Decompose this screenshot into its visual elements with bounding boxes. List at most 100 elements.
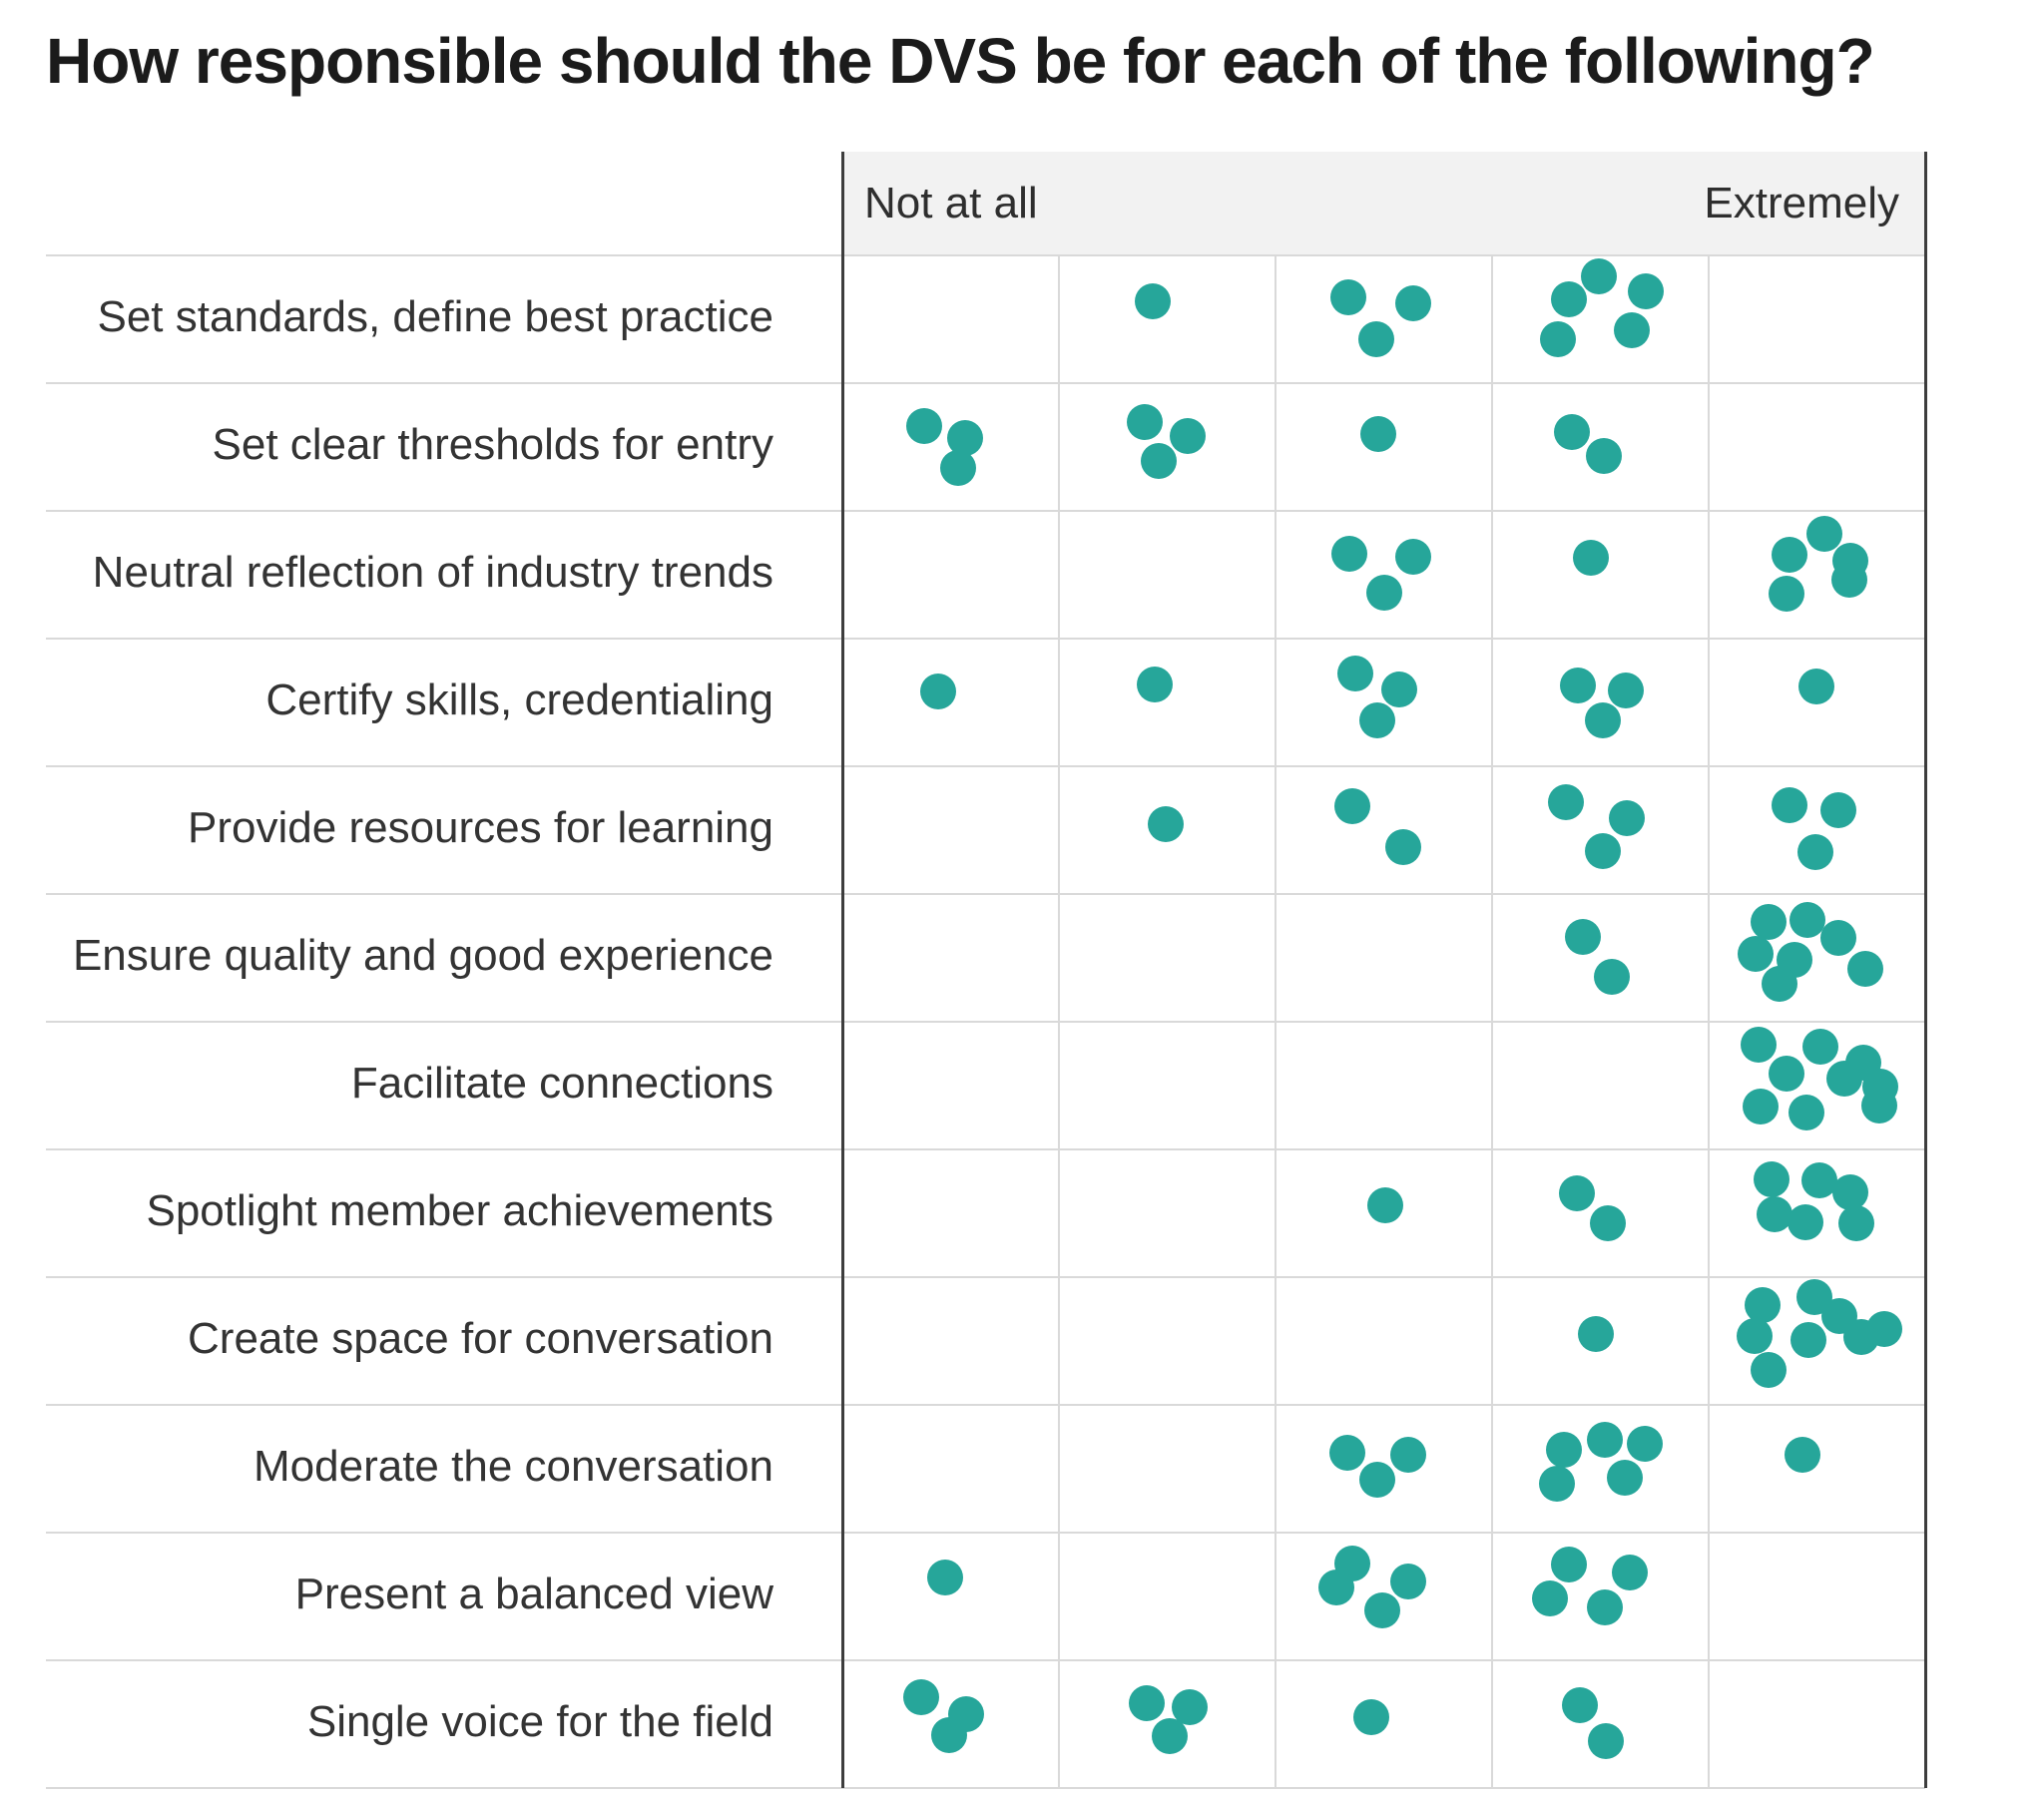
response-dot bbox=[1837, 1205, 1874, 1241]
row-label: Create space for conversation bbox=[188, 1314, 773, 1363]
response-dot bbox=[1784, 1437, 1820, 1473]
response-dot bbox=[1559, 668, 1596, 703]
response-dot bbox=[1737, 936, 1774, 972]
row-separator-line bbox=[46, 1532, 1925, 1534]
response-dot bbox=[1128, 1685, 1165, 1721]
row-separator-line bbox=[46, 510, 1925, 512]
response-dot bbox=[1538, 1466, 1575, 1502]
response-dot bbox=[1550, 1547, 1587, 1582]
response-dot bbox=[1365, 575, 1402, 611]
response-dot bbox=[1819, 792, 1856, 828]
response-dot bbox=[1589, 1205, 1626, 1241]
response-dot bbox=[1333, 788, 1370, 824]
scale-max-label: Extremely bbox=[1704, 179, 1899, 227]
response-dot bbox=[1771, 537, 1807, 573]
response-dot bbox=[926, 1560, 963, 1595]
response-dot bbox=[1357, 321, 1394, 357]
response-dot bbox=[1608, 800, 1645, 836]
response-dot bbox=[939, 450, 976, 486]
response-dot bbox=[1531, 1580, 1568, 1616]
response-dot bbox=[1389, 1564, 1426, 1599]
response-dot bbox=[1136, 667, 1173, 702]
axis-line-left bbox=[841, 152, 844, 1788]
response-dot bbox=[1151, 1718, 1188, 1754]
response-dot bbox=[1796, 834, 1833, 870]
row-label: Provide resources for learning bbox=[188, 803, 773, 852]
response-dot bbox=[1831, 1174, 1868, 1210]
response-dot bbox=[1585, 438, 1622, 474]
response-dot bbox=[902, 1679, 939, 1715]
response-dot bbox=[1846, 951, 1883, 987]
response-dot bbox=[1801, 1029, 1838, 1065]
row-label: Single voice for the field bbox=[306, 1697, 773, 1746]
row-label: Moderate the conversation bbox=[254, 1442, 773, 1491]
response-dot bbox=[1358, 1462, 1395, 1498]
row-separator-line bbox=[46, 1659, 1925, 1661]
response-dot bbox=[1740, 1027, 1777, 1063]
column-separator-line bbox=[1491, 255, 1493, 1788]
row-separator-line bbox=[46, 765, 1925, 767]
row-label: Spotlight member achievements bbox=[146, 1186, 773, 1235]
response-dot bbox=[1394, 285, 1431, 321]
row-separator-line bbox=[46, 254, 1925, 256]
response-dot bbox=[1586, 1589, 1623, 1625]
response-dot bbox=[1800, 1162, 1837, 1198]
response-dot bbox=[1359, 416, 1396, 452]
response-dot bbox=[1329, 279, 1366, 315]
response-dot bbox=[1587, 1723, 1624, 1759]
response-dot bbox=[1593, 959, 1630, 995]
response-dot bbox=[1564, 919, 1601, 955]
response-dot bbox=[905, 408, 942, 444]
response-dot bbox=[1126, 404, 1163, 440]
response-dot bbox=[1865, 1311, 1902, 1347]
row-separator-line bbox=[46, 1276, 1925, 1278]
response-dot bbox=[1607, 673, 1644, 708]
response-dot bbox=[919, 674, 956, 709]
response-dot bbox=[1363, 1592, 1400, 1628]
response-dot bbox=[1805, 516, 1842, 552]
response-dot bbox=[1825, 1061, 1862, 1097]
response-dot bbox=[1742, 1089, 1779, 1124]
response-dot bbox=[1584, 702, 1621, 738]
response-dot bbox=[1352, 1699, 1389, 1735]
response-dot bbox=[1750, 1352, 1787, 1388]
response-dot bbox=[1830, 562, 1867, 598]
row-separator-line bbox=[46, 1404, 1925, 1406]
chart-title: How responsible should the DVS be for ea… bbox=[46, 25, 1875, 97]
response-dot bbox=[1358, 702, 1395, 738]
response-dot bbox=[930, 1717, 967, 1753]
response-dot bbox=[1761, 966, 1797, 1002]
response-dot bbox=[1328, 1435, 1365, 1471]
column-separator-line bbox=[1275, 255, 1277, 1788]
row-separator-line bbox=[46, 382, 1925, 384]
response-dot bbox=[1797, 669, 1834, 704]
response-dot bbox=[1336, 656, 1373, 691]
response-dot bbox=[1606, 1460, 1643, 1496]
row-separator-line bbox=[46, 1148, 1925, 1150]
row-label: Facilitate connections bbox=[350, 1059, 773, 1108]
response-dot bbox=[1384, 829, 1421, 865]
response-dot bbox=[1580, 258, 1617, 294]
response-dot bbox=[1147, 806, 1184, 842]
row-label: Neutral reflection of industry trends bbox=[92, 548, 773, 597]
row-label: Set clear thresholds for entry bbox=[212, 420, 773, 469]
response-dot bbox=[1330, 536, 1367, 572]
response-dot bbox=[1787, 1204, 1823, 1240]
row-separator-line bbox=[46, 893, 1925, 895]
scale-header-band: Not at all Extremely bbox=[842, 152, 1925, 255]
response-dot bbox=[1317, 1570, 1354, 1605]
row-label: Ensure quality and good experience bbox=[72, 931, 773, 980]
response-dot bbox=[1577, 1316, 1614, 1352]
scale-min-label: Not at all bbox=[864, 179, 1038, 227]
response-dot bbox=[1561, 1687, 1598, 1723]
response-dot bbox=[1788, 902, 1825, 938]
response-dot bbox=[1134, 283, 1171, 319]
response-dot bbox=[1611, 1555, 1648, 1590]
row-label: Present a balanced view bbox=[294, 1570, 773, 1618]
response-dot bbox=[1768, 576, 1804, 612]
response-dot bbox=[1140, 443, 1177, 479]
response-dot bbox=[1169, 418, 1206, 454]
response-dot bbox=[1819, 920, 1856, 956]
response-dot bbox=[1553, 414, 1590, 450]
